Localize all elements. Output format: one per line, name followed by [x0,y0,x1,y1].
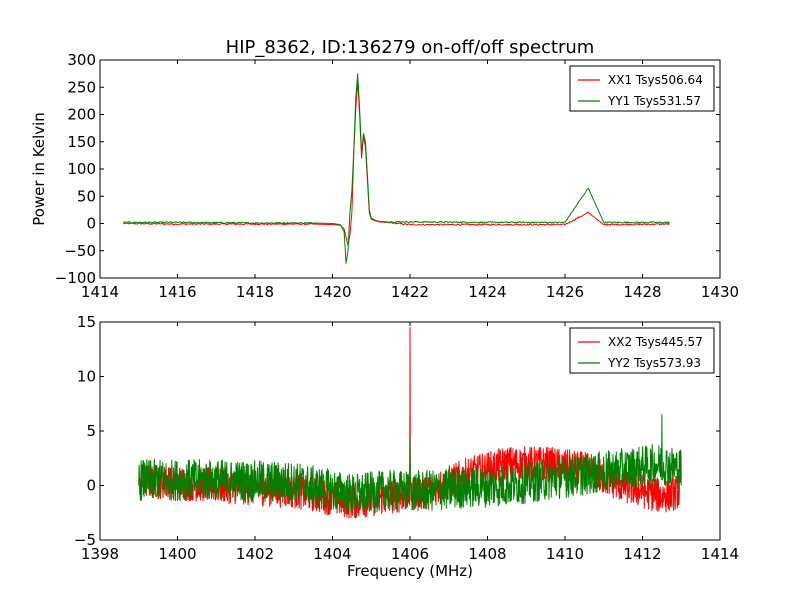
x-tick-label: 1414 [81,283,119,301]
y-tick-label: 50 [77,187,96,205]
x-tick-label: 1414 [701,545,739,563]
x-tick-label: 1408 [468,545,506,563]
legend: XX1 Tsys506.64 YY1 Tsys531.57 [569,65,715,112]
x-tick-label: 1416 [158,283,196,301]
y-tick-label: −5 [74,531,96,549]
x-tick-label: 1402 [236,545,274,563]
x-tick-label: 1426 [546,283,584,301]
x-tick-label: 1422 [391,283,429,301]
x-tick-label: 1424 [468,283,506,301]
legend-label-2: YY2 Tsys573.93 [607,356,701,370]
x-tick-label: 1420 [313,283,351,301]
bottom-axes: 1398 1400 1402 1404 1406 1408 1410 1412 1414 −5 0 5… [74,313,739,563]
x-tick-label: 1404 [313,545,351,563]
series-line-2 [138,414,682,514]
x-tick-label: 1400 [158,545,196,563]
plot-area [122,73,670,264]
y-tick-label: 15 [77,313,96,331]
x-axis-label: Frequency (MHz) [347,562,473,580]
y-tick-label: 100 [67,160,96,178]
x-tick-label: 1418 [236,283,274,301]
chart-title: HIP_8362, ID:136279 on-off/off spectrum [226,37,595,58]
y-tick-label: 150 [67,133,96,151]
y-tick-label: 200 [67,106,96,124]
x-tick-label: 1428 [623,283,661,301]
y-axis-label: Power in Kelvin [30,112,48,226]
y-tick-label: 300 [67,51,96,69]
legend-box [569,327,715,374]
y-tick-label: 0 [86,477,96,495]
x-tick-label: 1406 [391,545,429,563]
top-axes: 1414 1416 1418 1420 1422 1424 1426 1428 1430 −100… [55,51,739,301]
legend-box [569,65,715,112]
legend-label-1: XX1 Tsys506.64 [608,73,703,87]
y-tick-label: 10 [77,368,96,386]
x-tick-label: 1412 [623,545,661,563]
y-tick-label: 250 [67,78,96,96]
plot-area [138,326,682,519]
y-tick-label: 0 [86,215,96,233]
x-tick-label: 1398 [81,545,119,563]
legend-label-2: YY1 Tsys531.57 [607,94,701,108]
y-tick-label: −100 [55,269,96,287]
x-tick-label: 1410 [546,545,584,563]
x-tick-label: 1430 [701,283,739,301]
y-tick-label: −50 [64,242,96,260]
y-tick-label: 5 [86,422,96,440]
legend: XX2 Tsys445.57 YY2 Tsys573.93 [569,327,715,374]
series-line-1 [123,81,670,246]
legend-label-1: XX2 Tsys445.57 [608,335,703,349]
series-line-2 [122,73,670,264]
